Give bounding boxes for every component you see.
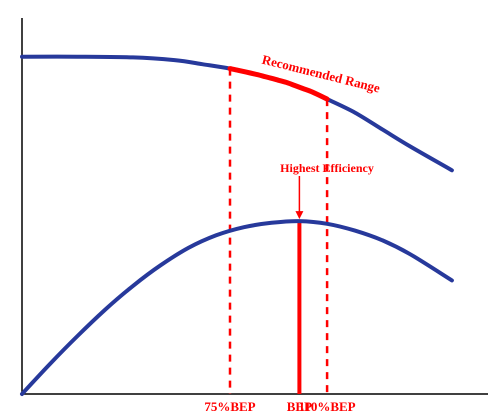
x-tick-label: BEP [287,399,312,414]
recommended-range-label: Recommended Range [261,52,382,96]
x-tick-label: 110%BEP [299,399,356,414]
x-tick-label: 75%BEP [204,399,255,414]
guide-lines [228,68,329,394]
highest-efficiency-label: Highest Efficiency [280,161,374,175]
head-curve [20,54,454,173]
efficiency-curve [20,219,454,396]
recommended-range-highlight [227,66,330,102]
